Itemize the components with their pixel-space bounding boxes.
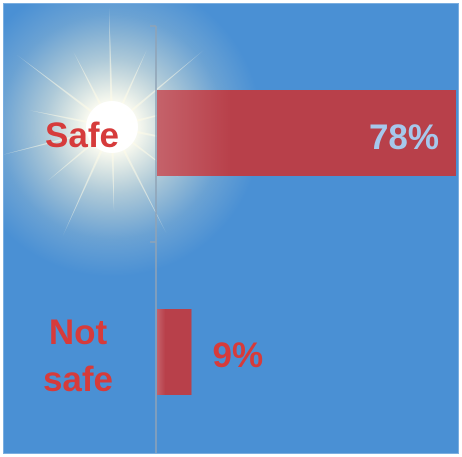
sun-ray: [73, 51, 105, 112]
sun-ray: [28, 110, 95, 125]
sun-ray: [46, 137, 100, 182]
sun-ray: [4, 130, 95, 155]
bar-sheen: [157, 309, 192, 395]
sun-ray: [109, 7, 113, 110]
bar-chart: Safe Not safe 78% 9%: [4, 4, 456, 453]
sun-ray: [119, 142, 167, 234]
sun-ray: [16, 54, 99, 118]
chart-panel: Safe Not safe 78% 9%: [3, 3, 459, 454]
sun-ray: [111, 144, 115, 212]
category-label: Not safe: [43, 313, 113, 399]
sun-ray: [62, 142, 106, 237]
value-label: 78%: [369, 118, 439, 157]
sun-ray: [118, 49, 148, 112]
value-label: 9%: [213, 336, 264, 375]
axis-layer: [150, 25, 157, 453]
sun-ray: [124, 49, 204, 117]
bars-layer: [157, 90, 456, 395]
bar-sheen: [157, 90, 456, 176]
sunburst-icon: [4, 4, 262, 277]
sun-core: [86, 101, 138, 153]
category-label: Safe: [45, 116, 119, 155]
labels-layer: Safe Not safe 78% 9%: [43, 116, 439, 399]
